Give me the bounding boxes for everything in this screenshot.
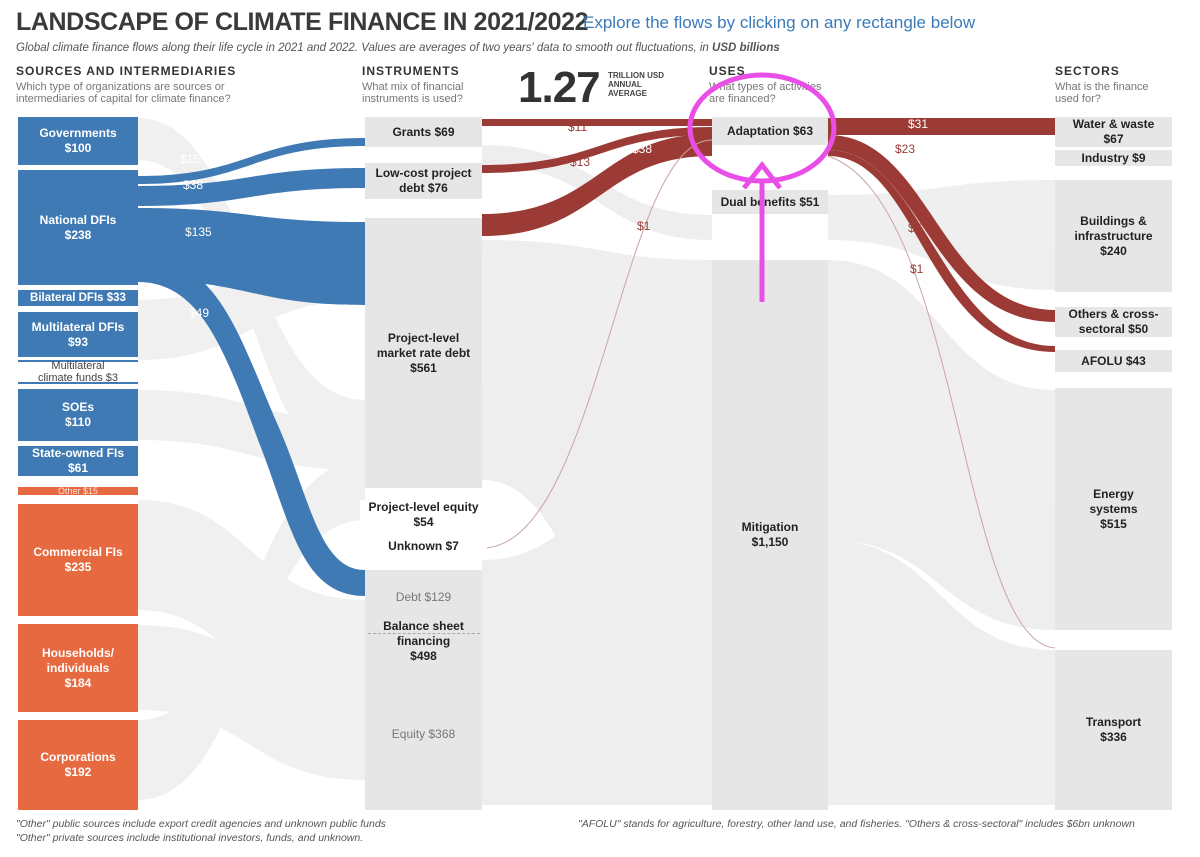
flow-label-adaptation-water: $31 [908, 117, 929, 131]
instrument-equity-label: Equity $368 [391, 727, 456, 741]
use-adaptation[interactable]: Adaptation $63 [712, 117, 828, 145]
sources-column-title: SOURCES AND INTERMEDIARIES [16, 64, 237, 78]
sources-column-question: Which type of organizations are sources … [16, 81, 231, 105]
flow-label-nd-grants: $15 [180, 152, 201, 166]
sectors-column-title: SECTORS [1055, 64, 1120, 78]
source-soes[interactable]: SOEs $110 [18, 389, 138, 441]
flow-label-adaptation-afolu: $7 [908, 221, 922, 235]
flow-label-market-adaptation: $38 [632, 142, 653, 156]
total-value: 1.27 [518, 63, 601, 112]
flow-ribbon [828, 260, 1055, 630]
sector-others-cross-sectoral[interactable]: Others & cross-sectoral $50 [1055, 307, 1172, 337]
flow-ribbon-adaptation [828, 118, 1055, 135]
source-other[interactable]: Other $15 [18, 486, 138, 496]
flow-ribbon [138, 625, 365, 780]
source-corporations[interactable]: Corporations $192 [18, 720, 138, 810]
flow-label-adaptation-energy: $1 [910, 262, 924, 276]
flow-label-nd-balance: $49 [189, 306, 210, 320]
flow-ribbon [482, 420, 712, 805]
instruments-column-title: INSTRUMENTS [362, 64, 460, 78]
source-multilateral-dfis[interactable]: Multilateral DFIs $93 [18, 312, 138, 357]
source-bilateral-dfis[interactable]: Bilateral DFIs $33 [18, 290, 138, 306]
source-households-individuals[interactable]: Households/individuals $184 [18, 624, 138, 712]
source-state-owned-fis[interactable]: State-owned FIs $61 [18, 446, 138, 476]
use-mitigation[interactable]: Mitigation $1,150 [712, 260, 828, 810]
flow-ribbon-adaptation [482, 127, 712, 173]
instrument-project-level-market-rate-debt[interactable]: Project-level market rate debt $561 [365, 218, 482, 488]
sector-buildings-infrastructure[interactable]: Buildings & infrastructure $240 [1055, 180, 1172, 292]
footnote-public-other: "Other" public sources include export cr… [16, 818, 386, 830]
flow-label-lowcost-adaptation: $13 [570, 155, 591, 169]
sector-energy-systems[interactable]: Energy systems $515 [1055, 388, 1172, 630]
sectors-column-question: What is the finance used for? [1055, 81, 1149, 105]
page-title: LANDSCAPE OF CLIMATE FINANCE IN 2021/202… [16, 8, 589, 36]
instruments-column-question: What mix of financial instruments is use… [362, 81, 464, 105]
footnote-afolu: "AFOLU" stands for agriculture, forestry… [578, 818, 1135, 830]
explore-instruction: Explore the flows by clicking on any rec… [583, 13, 976, 32]
instrument-project-level-equity[interactable]: Project-level equity $54 [360, 500, 487, 530]
source-national-dfis[interactable]: National DFIs $238 [18, 170, 138, 285]
source-commercial-fis[interactable]: Commercial FIs $235 [18, 504, 138, 616]
flow-label-grants-adaptation: $11 [568, 120, 588, 134]
flow-ribbon-adaptation [828, 135, 1055, 322]
instrument-unknown[interactable]: Unknown $7 [360, 536, 487, 556]
uses-column-question: What types of activities are financed? [709, 81, 822, 105]
source-governments[interactable]: Governments $100 [18, 117, 138, 165]
flow-ribbon-adaptation [482, 134, 712, 236]
instrument-grants[interactable]: Grants $69 [365, 117, 482, 147]
instrument-balance-sheet-label: Balance sheet financing $498 [383, 619, 464, 663]
instrument-balance-sheet-financing[interactable] [365, 570, 482, 810]
use-dual-benefits[interactable]: Dual benefits $51 [712, 190, 828, 214]
sector-water-waste[interactable]: Water & waste $67 [1055, 117, 1172, 147]
sector-industry[interactable]: Industry $9 [1055, 150, 1172, 166]
source-multilateral-climate-funds[interactable]: Multilateral climate funds $3 [18, 360, 138, 384]
footnote-private-other: "Other" private sources include institut… [16, 832, 364, 844]
flow-thin-adaptation [481, 139, 713, 549]
flow-ribbon [138, 390, 365, 470]
flow-ribbon [828, 540, 1055, 805]
flow-label-adaptation-others: $23 [895, 142, 916, 156]
flow-ribbon-public [138, 168, 365, 206]
instrument-divider [368, 633, 480, 634]
flow-ribbon-public [138, 138, 365, 184]
flow-ribbon-adaptation [482, 119, 712, 126]
flow-label-equity-adaptation: $1 [637, 219, 651, 233]
flow-thin-adaptation [827, 155, 1056, 649]
flow-label-nd-lowcost: $38 [183, 178, 204, 192]
flow-label-nd-market: $135 [185, 225, 212, 239]
instrument-debt-label: Debt $129 [395, 590, 452, 604]
instrument-low-cost-project-debt[interactable]: Low-cost project debt $76 [365, 163, 482, 199]
flow-ribbon-public [138, 256, 365, 596]
uses-column-title: USES [709, 64, 746, 78]
subtitle: Global climate finance flows along their… [16, 42, 780, 54]
sector-transport[interactable]: Transport $336 [1055, 650, 1172, 810]
flow-ribbon-public [138, 208, 365, 305]
sector-afolu[interactable]: AFOLU $43 [1055, 350, 1172, 372]
total-unit: TRILLION USD ANNUAL AVERAGE [608, 71, 664, 98]
